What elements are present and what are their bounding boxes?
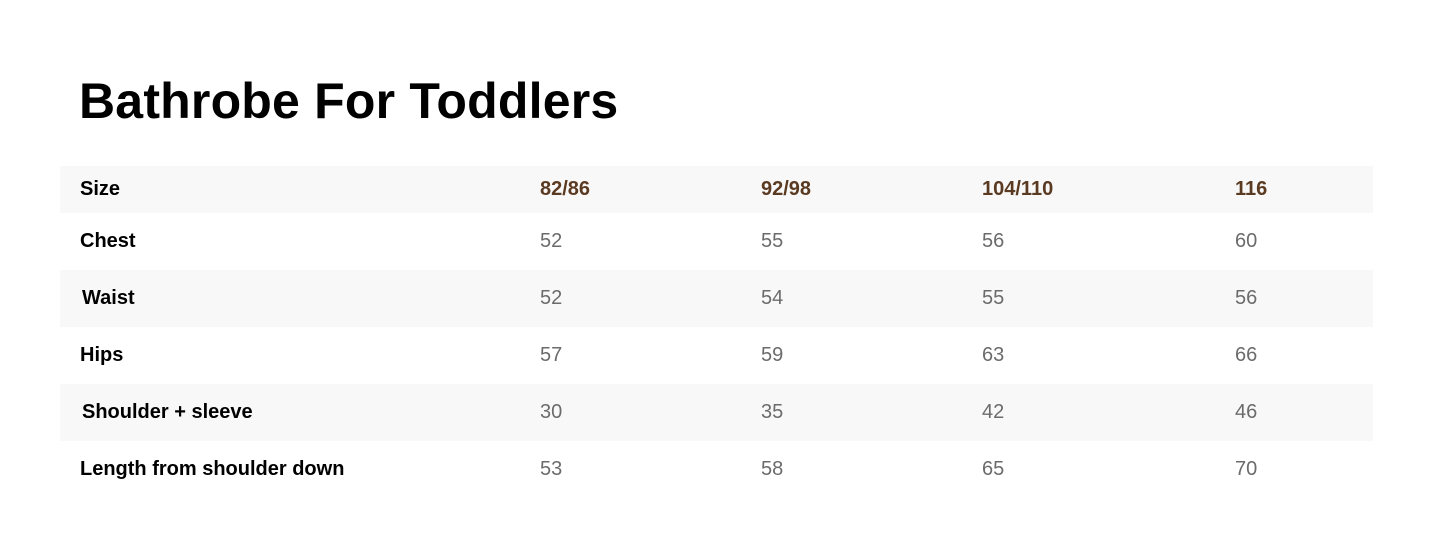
page-title: Bathrobe For Toddlers — [79, 73, 619, 129]
size-chart-table: Size 82/86 92/98 104/110 116 Chest 52 55… — [60, 166, 1373, 498]
row-label: Chest — [80, 230, 136, 252]
table-row: Chest 52 55 56 60 — [60, 213, 1373, 270]
header-size: 104/110 — [982, 178, 1054, 200]
cell-value: 55 — [761, 230, 784, 252]
cell-value: 54 — [761, 287, 784, 309]
header-size: 82/86 — [540, 178, 591, 200]
table-row: Waist 52 54 55 56 — [60, 270, 1373, 327]
header-size: 92/98 — [761, 178, 812, 200]
header-size: 116 — [1235, 178, 1268, 200]
cell-value: 57 — [540, 344, 563, 366]
row-label: Hips — [80, 344, 124, 366]
row-label: Shoulder + sleeve — [82, 401, 253, 423]
cell-value: 58 — [761, 458, 784, 480]
cell-value: 66 — [1235, 344, 1258, 366]
cell-value: 70 — [1235, 458, 1258, 480]
cell-value: 56 — [1235, 287, 1258, 309]
cell-value: 56 — [982, 230, 1005, 252]
cell-value: 63 — [982, 344, 1005, 366]
cell-value: 53 — [540, 458, 563, 480]
cell-value: 55 — [982, 287, 1005, 309]
cell-value: 42 — [982, 401, 1005, 423]
cell-value: 52 — [540, 230, 563, 252]
cell-value: 30 — [540, 401, 563, 423]
cell-value: 52 — [540, 287, 563, 309]
table-row: Hips 57 59 63 66 — [60, 327, 1373, 384]
row-label: Length from shoulder down — [80, 458, 345, 480]
cell-value: 60 — [1235, 230, 1258, 252]
cell-value: 46 — [1235, 401, 1258, 423]
row-label: Waist — [82, 287, 135, 309]
cell-value: 59 — [761, 344, 784, 366]
table-header-row: Size 82/86 92/98 104/110 116 — [60, 166, 1373, 213]
cell-value: 35 — [761, 401, 784, 423]
cell-value: 65 — [982, 458, 1005, 480]
table-row: Shoulder + sleeve 30 35 42 46 — [60, 384, 1373, 441]
table-row: Length from shoulder down 53 58 65 70 — [60, 441, 1373, 498]
header-label: Size — [80, 178, 121, 200]
